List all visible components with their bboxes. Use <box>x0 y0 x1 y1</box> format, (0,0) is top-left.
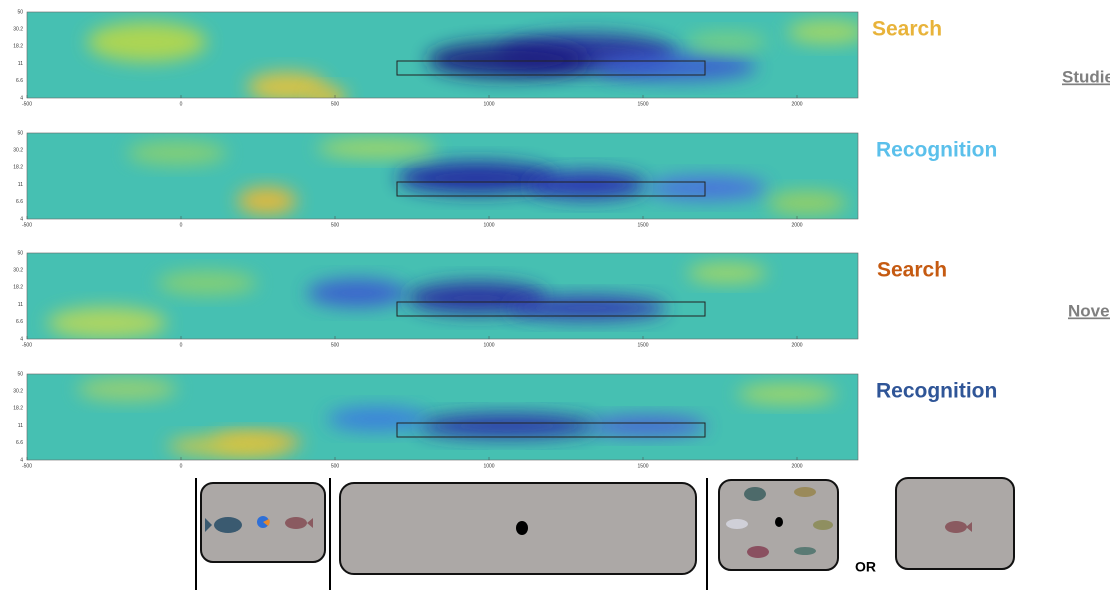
y-tick-label: 18.2 <box>13 44 23 50</box>
x-tick-label: 500 <box>331 463 340 469</box>
y-tick-label: 18.2 <box>13 285 23 291</box>
condition-label: Recognition <box>876 380 997 403</box>
heatmap <box>27 253 858 339</box>
x-tick-label: 1000 <box>483 463 494 469</box>
x-tick-label: 0 <box>180 222 183 228</box>
stimulus-timeline: OR <box>196 478 1014 590</box>
x-tick-label: -500 <box>22 222 32 228</box>
x-tick-label: 1000 <box>483 342 494 348</box>
y-tick-label: 30.2 <box>13 268 23 274</box>
heatmap <box>27 133 858 219</box>
x-tick-label: 0 <box>180 101 183 107</box>
heatmap <box>27 374 858 460</box>
y-tick-label: 30.2 <box>13 389 23 395</box>
x-tick-label: 2000 <box>791 101 802 107</box>
condition-label: Search <box>872 18 942 41</box>
y-tick-label: 11 <box>18 61 23 67</box>
x-tick-label: 0 <box>180 342 183 348</box>
y-tick-label: 50 <box>17 250 23 256</box>
x-tick-label: -500 <box>22 101 32 107</box>
group-label: Novel <box>1068 301 1110 320</box>
group-label: Studied <box>1062 67 1110 86</box>
x-tick-label: 500 <box>331 101 340 107</box>
or-label: OR <box>855 559 876 575</box>
x-tick-label: 1500 <box>637 463 648 469</box>
x-tick-label: 1500 <box>637 222 648 228</box>
x-tick-label: 2000 <box>791 342 802 348</box>
y-tick-label: 6.6 <box>16 78 23 84</box>
y-tick-label: 11 <box>18 182 23 188</box>
y-tick-label: 30.2 <box>13 27 23 33</box>
x-tick-label: 1500 <box>637 101 648 107</box>
y-tick-label: 18.2 <box>13 406 23 412</box>
x-tick-label: 1000 <box>483 222 494 228</box>
y-tick-label: 50 <box>17 9 23 15</box>
figure: Studied Novel OR 5030.218.2116.64-500050… <box>0 0 1110 592</box>
y-tick-label: 11 <box>18 302 23 308</box>
x-tick-label: 0 <box>180 463 183 469</box>
y-tick-label: 18.2 <box>13 165 23 171</box>
x-tick-label: -500 <box>22 463 32 469</box>
y-tick-label: 6.6 <box>16 199 23 205</box>
x-tick-label: 500 <box>331 342 340 348</box>
y-tick-label: 6.6 <box>16 440 23 446</box>
x-tick-label: 2000 <box>791 463 802 469</box>
y-tick-label: 11 <box>18 423 23 429</box>
x-tick-label: -500 <box>22 342 32 348</box>
y-tick-label: 30.2 <box>13 148 23 154</box>
x-tick-label: 1500 <box>637 342 648 348</box>
y-tick-label: 50 <box>17 371 23 377</box>
y-tick-label: 50 <box>17 130 23 136</box>
condition-label: Recognition <box>876 139 997 162</box>
heatmap <box>27 12 867 107</box>
condition-label: Search <box>877 259 947 282</box>
x-tick-label: 1000 <box>483 101 494 107</box>
x-tick-label: 2000 <box>791 222 802 228</box>
y-tick-label: 6.6 <box>16 319 23 325</box>
x-tick-label: 500 <box>331 222 340 228</box>
